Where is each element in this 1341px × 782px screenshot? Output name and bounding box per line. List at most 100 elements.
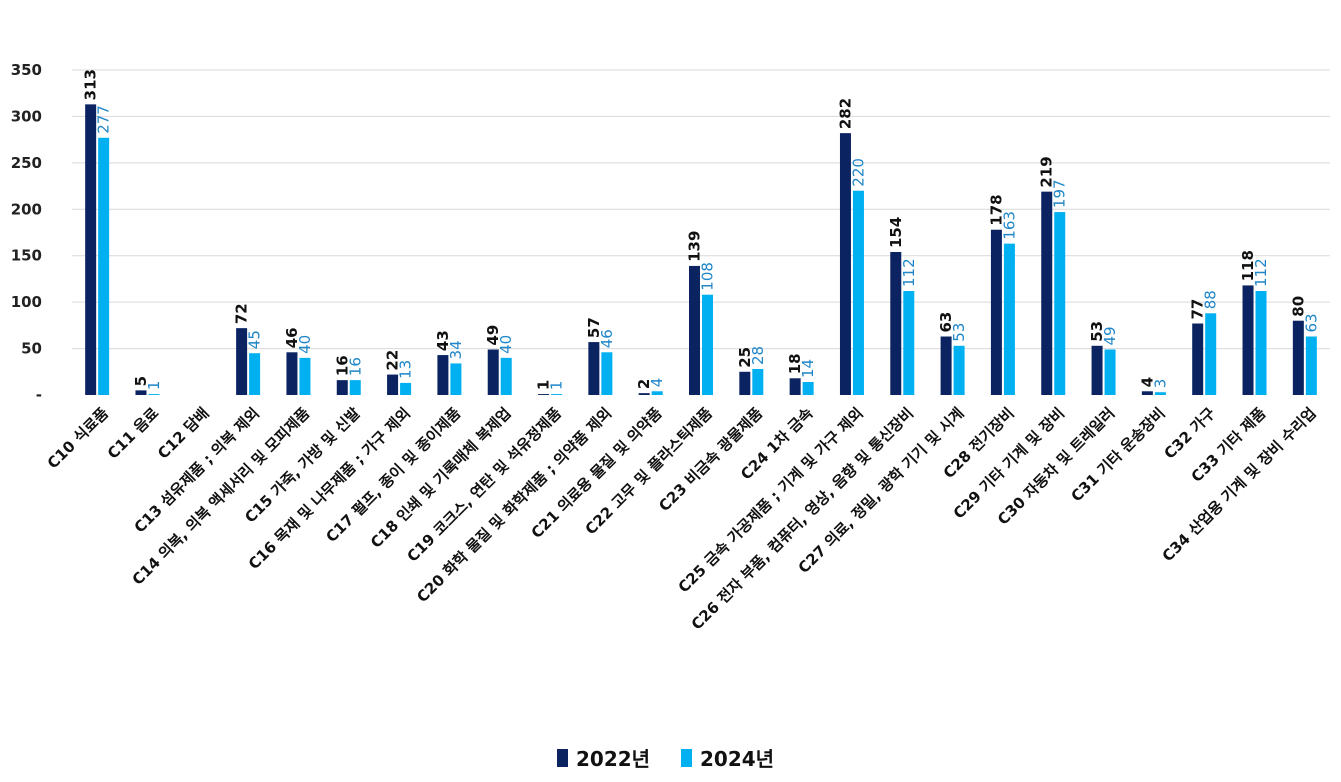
bar-2022 (336, 380, 348, 395)
x-category-label: C14 의복, 의복 액세서리 및 모피제품 (129, 404, 314, 589)
bar-2024 (450, 363, 462, 395)
bar-2024 (1054, 212, 1066, 395)
data-label-2022: 57 (585, 317, 603, 338)
data-label-2022: 219 (1038, 156, 1056, 187)
bar-2022 (538, 394, 550, 395)
y-tick-label: 150 (11, 247, 42, 265)
bar-2022 (1292, 320, 1304, 395)
bar-2024 (148, 394, 160, 395)
gridlines (72, 69, 1330, 350)
y-tick-label: 200 (11, 200, 42, 218)
data-label-2022: 77 (1189, 299, 1207, 320)
bar-2024 (953, 345, 965, 395)
y-tick-label: 50 (21, 340, 42, 358)
data-label-2022: 16 (333, 355, 351, 376)
x-category-label: C11 음료 (104, 404, 163, 463)
data-label-2024: 34 (447, 340, 465, 359)
data-label-2024: 277 (95, 105, 113, 134)
bar-2024 (802, 382, 814, 395)
data-label-2024: 1 (145, 381, 163, 391)
y-axis-ticks: - 50 100 150 200 250 300 350 (11, 61, 42, 404)
y-tick-label: 300 (11, 107, 42, 125)
x-category-label: C10 식료품 (44, 404, 112, 472)
bar-2024 (249, 353, 261, 395)
data-label-2024: 1 (548, 381, 566, 391)
data-label-2024: 40 (296, 335, 314, 354)
data-label-2024: 28 (749, 346, 767, 365)
y-tick-label: 100 (11, 293, 42, 311)
data-label-2024: 3 (1151, 379, 1169, 389)
data-label-2022: 2 (635, 379, 653, 389)
bar-2024 (500, 357, 512, 395)
bar-2024 (702, 294, 713, 395)
bar-2022 (437, 355, 449, 395)
data-label-2022: 4 (1138, 377, 1156, 387)
data-label-2022: 72 (233, 303, 251, 324)
data-label-2022: 5 (132, 376, 150, 386)
data-label-2022: 154 (887, 217, 905, 248)
data-label-2024: 220 (849, 158, 867, 187)
bar-2022 (739, 371, 751, 395)
y-tick-label: - (36, 386, 42, 404)
bar-2024 (551, 394, 563, 395)
data-label-2024: 163 (1000, 211, 1018, 240)
bar-2022 (839, 133, 851, 395)
x-category-label: C31 기타 운송장비 (1067, 404, 1168, 505)
bar-2022 (487, 349, 499, 395)
data-label-2022: 118 (1239, 250, 1257, 281)
bar-2022 (890, 252, 902, 395)
data-label-2022: 63 (937, 312, 955, 333)
bar-2024 (299, 357, 311, 395)
data-label-2024: 45 (246, 330, 264, 349)
bar-2024 (98, 137, 110, 396)
data-label-2022: 1 (535, 380, 553, 390)
bar-2022 (990, 229, 1002, 395)
legend-label: 2024년 (700, 747, 774, 771)
bar-2024 (1305, 336, 1317, 395)
data-label-2022: 49 (484, 325, 502, 346)
data-label-2024: 197 (1051, 179, 1069, 208)
bar-2024 (1003, 243, 1015, 395)
bar-2022 (236, 328, 248, 395)
data-label-2022: 18 (786, 353, 804, 374)
data-label-2024: 112 (900, 258, 918, 287)
y-tick-label: 350 (11, 61, 42, 79)
bar-2024 (1104, 349, 1116, 395)
data-label-2024: 4 (648, 378, 666, 388)
data-label-2024: 13 (397, 360, 415, 379)
bar-2022 (940, 336, 952, 395)
data-label-2024: 16 (346, 357, 364, 376)
bar-2024 (651, 391, 663, 395)
bar-2022 (85, 104, 97, 395)
bar-2022 (1192, 323, 1204, 395)
data-label-2022: 178 (987, 194, 1005, 225)
bar-2024 (903, 291, 915, 395)
bar-2022 (588, 342, 600, 395)
data-label-2024: 46 (598, 329, 616, 348)
data-label-2022: 282 (836, 98, 854, 129)
bar-2024 (852, 190, 864, 395)
bar-2024 (601, 352, 613, 395)
bar-2022 (286, 352, 298, 395)
data-label-2024: 112 (1252, 258, 1270, 287)
legend-label: 2022년 (576, 747, 650, 771)
data-label-2022: 53 (1088, 321, 1106, 342)
data-label-2022: 22 (384, 350, 402, 371)
bar-2022 (689, 265, 700, 395)
data-label-2022: 46 (283, 327, 301, 348)
x-category-label: C25 금속 가공제품 ; 기계 및 가구 제외 (675, 404, 867, 596)
data-label-2024: 40 (497, 335, 515, 354)
legend-swatch (557, 749, 568, 767)
data-label-2022: 139 (686, 231, 704, 262)
data-label-2024: 49 (1101, 326, 1119, 345)
bar-2024 (752, 369, 764, 395)
data-label-2024: 53 (950, 323, 968, 342)
bar-2024 (400, 382, 412, 395)
bar-2022 (638, 393, 650, 395)
data-label-2024: 108 (699, 262, 717, 291)
data-label-2022: 43 (434, 330, 452, 351)
y-tick-label: 250 (11, 154, 42, 172)
